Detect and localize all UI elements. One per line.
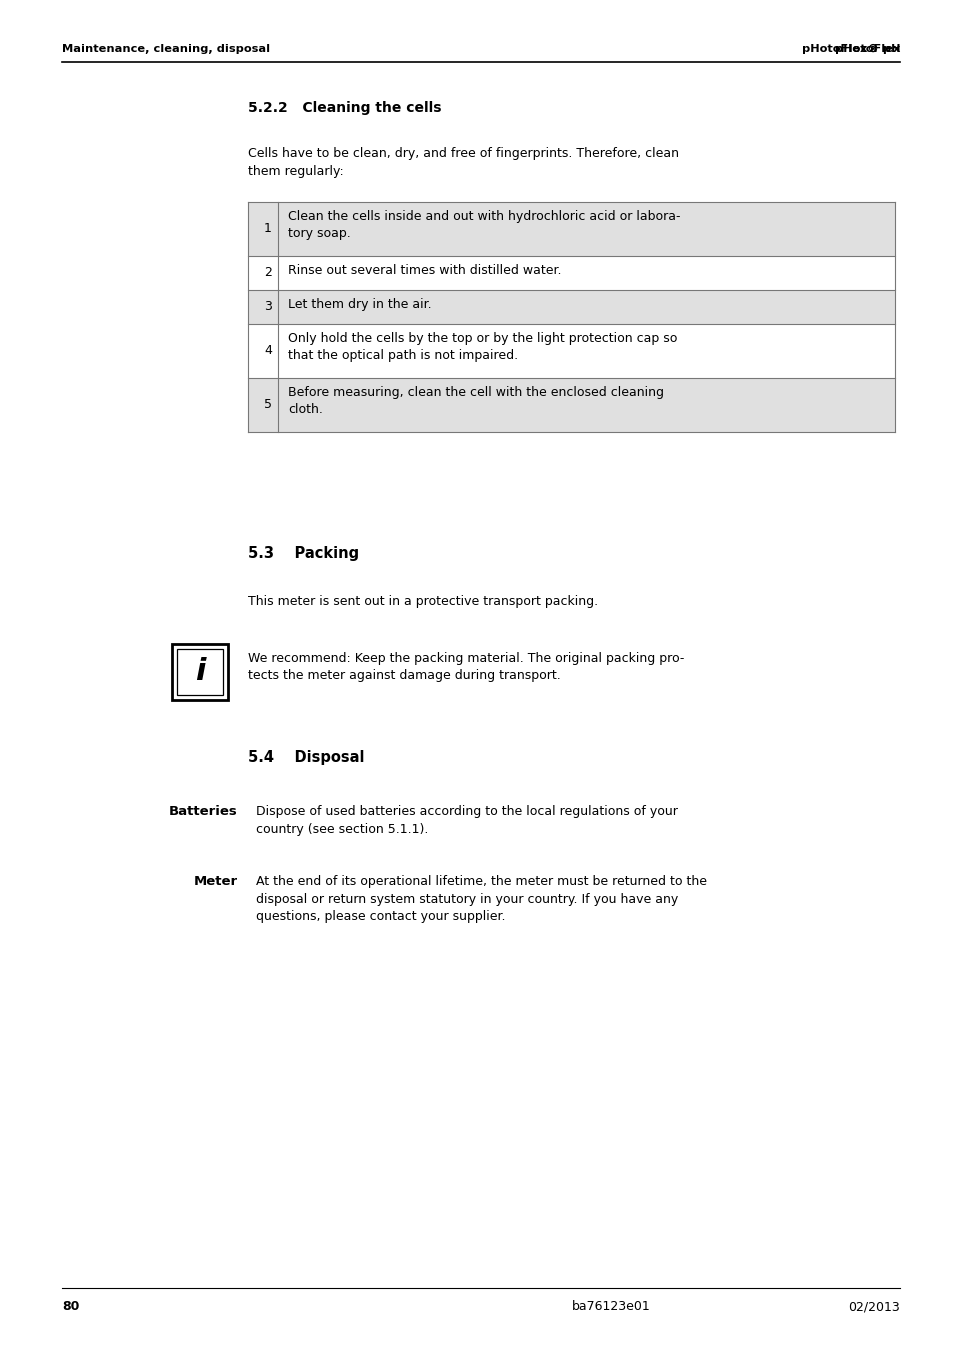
Bar	[248, 290, 894, 324]
Bar	[248, 378, 894, 432]
Text: Clean the cells inside and out with hydrochloric acid or labora-
tory soap.: Clean the cells inside and out with hydr…	[288, 209, 679, 240]
Text: 5: 5	[264, 399, 272, 412]
Text: 5.4    Disposal: 5.4 Disposal	[248, 750, 364, 765]
Text: Cells have to be clean, dry, and free of fingerprints. Therefore, clean
them reg: Cells have to be clean, dry, and free of…	[248, 147, 679, 177]
Text: 02/2013: 02/2013	[847, 1300, 899, 1313]
Text: Maintenance, cleaning, disposal: Maintenance, cleaning, disposal	[62, 45, 270, 54]
Text: pHotoFlex® pH: pHotoFlex® pH	[801, 45, 899, 54]
Text: Batteries: Batteries	[169, 805, 237, 817]
Text: 1: 1	[264, 223, 272, 235]
Text: 80: 80	[62, 1300, 79, 1313]
Text: Let them dry in the air.: Let them dry in the air.	[288, 299, 431, 311]
Text: 2: 2	[264, 266, 272, 280]
Text: Only hold the cells by the top or by the light protection cap so
that the optica: Only hold the cells by the top or by the…	[288, 332, 677, 362]
Text: This meter is sent out in a protective transport packing.: This meter is sent out in a protective t…	[248, 594, 598, 608]
Text: i: i	[194, 658, 205, 686]
Text: Before measuring, clean the cell with the enclosed cleaning
cloth.: Before measuring, clean the cell with th…	[288, 386, 663, 416]
Text: pHotoFlex: pHotoFlex	[834, 45, 899, 54]
Text: 4: 4	[264, 345, 272, 358]
Text: 5.2.2   Cleaning the cells: 5.2.2 Cleaning the cells	[248, 101, 441, 115]
Text: Rinse out several times with distilled water.: Rinse out several times with distilled w…	[288, 263, 561, 277]
Text: Meter: Meter	[193, 875, 237, 888]
Bar	[248, 203, 894, 255]
Text: We recommend: Keep the packing material. The original packing pro-
tects the met: We recommend: Keep the packing material.…	[248, 653, 683, 682]
Text: 3: 3	[264, 300, 272, 313]
Text: Dispose of used batteries according to the local regulations of your
country (se: Dispose of used batteries according to t…	[255, 805, 678, 835]
Text: 5.3    Packing: 5.3 Packing	[248, 546, 358, 561]
Bar	[177, 648, 223, 694]
Text: At the end of its operational lifetime, the meter must be returned to the
dispos: At the end of its operational lifetime, …	[255, 875, 706, 923]
Text: ba76123e01: ba76123e01	[571, 1300, 650, 1313]
Bar	[172, 644, 228, 700]
